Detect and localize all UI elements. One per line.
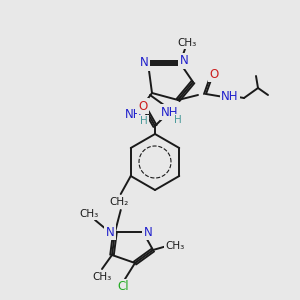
Text: NH: NH (161, 106, 179, 118)
Text: CH₃: CH₃ (165, 241, 184, 251)
Text: H: H (140, 116, 148, 126)
Text: Cl: Cl (117, 280, 129, 293)
Text: N: N (180, 55, 188, 68)
Text: O: O (209, 68, 219, 80)
Text: NH: NH (221, 89, 239, 103)
Text: O: O (138, 100, 148, 112)
Text: H: H (174, 115, 182, 125)
Text: CH₃: CH₃ (177, 38, 196, 48)
Text: CH₃: CH₃ (92, 272, 112, 282)
Text: N: N (144, 226, 152, 238)
Text: CH₂: CH₂ (109, 197, 128, 207)
Text: N: N (140, 56, 148, 70)
Text: CH₃: CH₃ (80, 209, 99, 219)
Text: NH: NH (125, 109, 143, 122)
Text: N: N (106, 226, 114, 238)
